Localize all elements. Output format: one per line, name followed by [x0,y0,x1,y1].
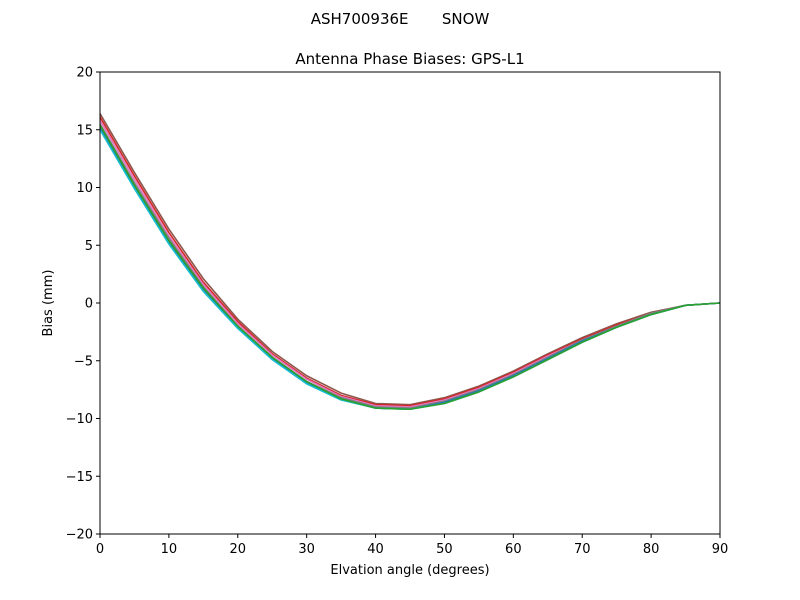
y-tick-label: −5 [74,354,93,369]
y-tick-label: 15 [76,123,93,138]
series-layer [99,113,721,411]
x-axis: 0 10 20 30 40 50 60 70 80 90 [96,534,728,557]
x-tick-label: 90 [712,542,729,557]
chart-title: Antenna Phase Biases: GPS-L1 [295,50,524,68]
y-tick-label: 5 [85,239,93,254]
y-tick-label: −20 [66,528,93,543]
series-line-7 [99,124,721,411]
figure-suptitle: ASH700936E SNOW [311,10,490,28]
x-tick-label: 80 [643,542,660,557]
x-tick-label: 30 [298,542,315,557]
x-tick-label: 10 [161,542,178,557]
y-tick-label: −10 [66,412,93,427]
y-axis: −20 −15 −10 −5 0 5 10 15 20 [66,66,100,543]
plot-area [100,72,720,534]
x-tick-label: 20 [230,542,247,557]
x-axis-label: Elvation angle (degrees) [330,563,489,578]
y-tick-label: 10 [76,181,93,196]
y-axis-label: Bias (mm) [41,270,56,337]
series-line-2 [99,116,721,407]
x-tick-label: 70 [574,542,591,557]
x-tick-label: 40 [367,542,384,557]
series-line-1 [99,113,721,406]
x-tick-label: 60 [505,542,522,557]
x-tick-label: 0 [96,542,104,557]
y-tick-label: 0 [85,297,93,312]
y-tick-label: 20 [76,66,93,81]
x-tick-label: 50 [436,542,453,557]
y-tick-label: −15 [66,470,93,485]
